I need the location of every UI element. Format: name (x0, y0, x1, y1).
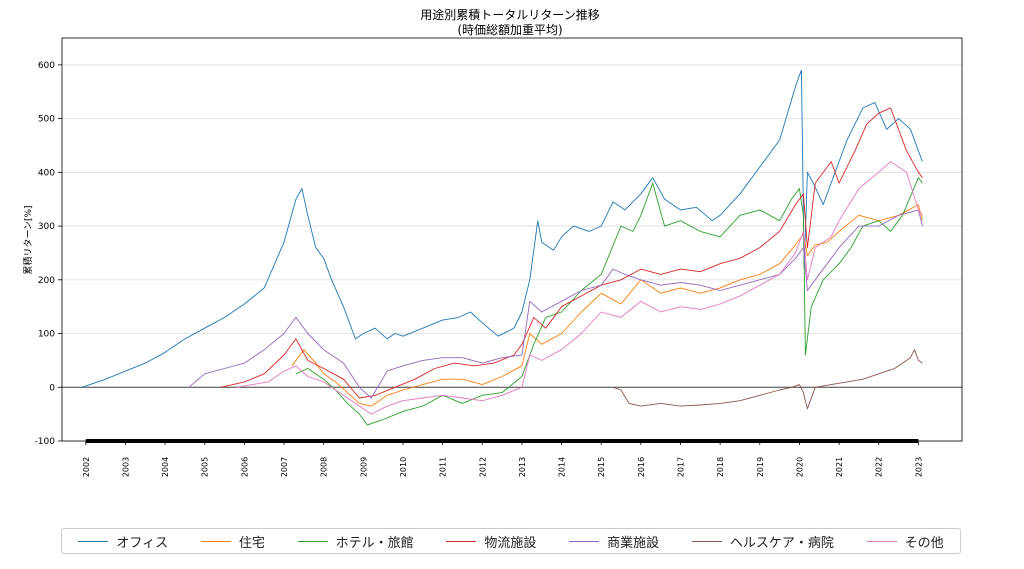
legend-item: オフィス (78, 532, 168, 551)
legend-label: 住宅 (238, 535, 265, 551)
x-tick-label: 2013 (518, 457, 527, 477)
series-line (612, 349, 923, 410)
x-tick-label: 2021 (835, 457, 844, 477)
legend-item: 物流施設 (446, 532, 536, 551)
legend-item: ホテル・旅館 (297, 532, 414, 551)
x-tick-label: 2006 (240, 457, 249, 477)
legend-swatch (78, 540, 109, 542)
legend-item: その他 (866, 532, 944, 551)
legend-label: ヘルスケア・病院 (729, 535, 834, 551)
x-tick-label: 2018 (716, 457, 725, 477)
series-line (236, 161, 923, 415)
legend-swatch (866, 540, 897, 542)
legend-swatch (297, 540, 328, 542)
legend-label: 物流施設 (484, 535, 537, 551)
chart-legend: オフィス 住宅 ホテル・旅館 物流施設 商業施設 ヘルスケア・病院 その他 (61, 528, 961, 554)
x-tick-label: 2004 (161, 457, 170, 477)
legend-item: 住宅 (200, 532, 265, 551)
y-tick-label: 100 (38, 330, 55, 340)
x-tick-label: 2023 (914, 457, 923, 477)
series-line (81, 69, 923, 388)
x-tick-label: 2009 (359, 457, 368, 477)
legend-label: 商業施設 (607, 535, 660, 551)
legend-label: その他 (904, 535, 944, 551)
chart-title: 用途別累積トータルリターン推移 (420, 7, 599, 22)
x-tick-label: 2020 (795, 457, 804, 477)
y-axis-label: 累積リターン[%] (22, 205, 34, 274)
x-tick-label: 2019 (756, 457, 765, 477)
legend-swatch (691, 540, 722, 542)
legend-swatch (569, 540, 600, 542)
x-tick-label: 2002 (82, 457, 91, 477)
y-tick-label: 600 (38, 61, 55, 71)
x-tick-label: 2005 (201, 457, 210, 477)
legend-label: オフィス (116, 535, 169, 551)
series-line (220, 107, 923, 399)
x-tick-label: 2016 (637, 457, 646, 477)
series-line (188, 209, 923, 399)
legend-item: 商業施設 (569, 532, 659, 551)
y-tick-label: 200 (38, 276, 55, 286)
legend-swatch (446, 540, 477, 542)
x-tick-label: 2003 (121, 457, 130, 477)
x-tick-label: 2008 (320, 457, 329, 477)
y-tick-label: 500 (38, 115, 55, 125)
legend-label: ホテル・旅館 (335, 535, 414, 551)
axes: -100 0 100 200 300 400 500 600 2002 2003 2004 2005 2… (35, 37, 963, 477)
x-tick-label: 2007 (280, 457, 289, 477)
series-line (291, 204, 923, 407)
series-lines (81, 69, 923, 426)
y-tick-label: 400 (38, 168, 55, 178)
x-tick-label: 2012 (478, 457, 487, 477)
y-tick-label: 0 (49, 383, 55, 393)
y-tick-label: 300 (38, 222, 55, 232)
x-tick-label: 2014 (558, 457, 567, 477)
legend-swatch (200, 540, 231, 542)
x-tick-label: 2010 (399, 457, 408, 477)
series-line (295, 177, 923, 426)
x-tick-label: 2022 (875, 457, 884, 477)
chart-subtitle: (時価総額加重平均) (457, 23, 562, 37)
x-tick-label: 2017 (677, 457, 686, 477)
grid-lines (62, 64, 962, 442)
y-tick-label: -100 (35, 437, 56, 447)
legend-item: ヘルスケア・病院 (691, 532, 834, 551)
x-tick-label: 2011 (439, 457, 448, 477)
x-tick-label: 2015 (597, 457, 606, 477)
